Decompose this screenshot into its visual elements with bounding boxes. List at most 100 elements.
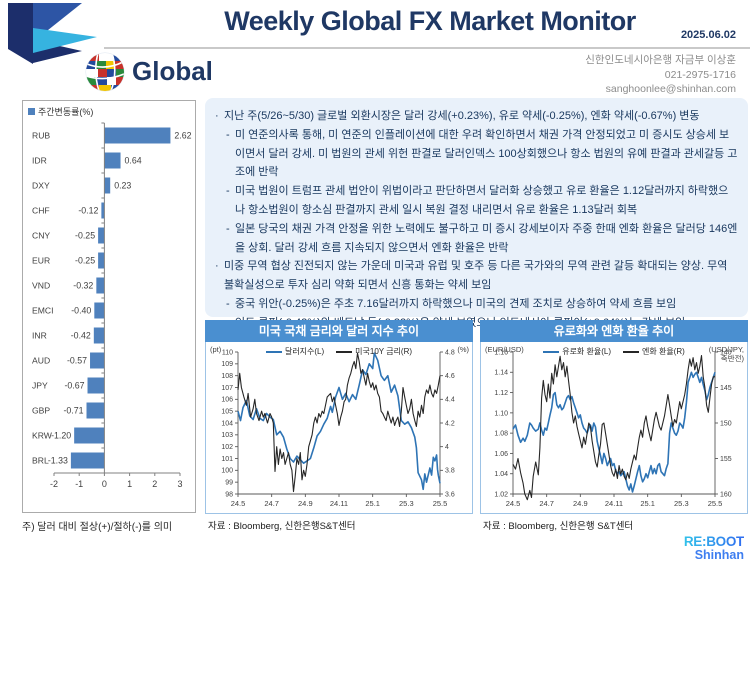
svg-text:-2: -2	[50, 479, 58, 489]
svg-text:101: 101	[221, 456, 233, 463]
right-axis-unit: (%)	[457, 345, 469, 354]
svg-text:3.6: 3.6	[445, 491, 455, 498]
svg-text:100: 100	[221, 468, 233, 475]
svg-text:104: 104	[221, 420, 233, 427]
svg-text:140: 140	[720, 349, 732, 356]
svg-text:0.23: 0.23	[114, 181, 131, 191]
svg-text:145: 145	[720, 385, 732, 392]
legend-line-swatch-icon	[543, 350, 560, 353]
weekly-change-bar-chart-panel: 주간변동률(%) RUB 2.62 IDR 0.64 DXY 0.23 CHF -0.12 CN…	[22, 100, 196, 513]
svg-text:EMCI: EMCI	[32, 306, 53, 316]
svg-text:JPY: JPY	[32, 381, 48, 391]
commentary-bullet: -미 연준의사록 통해, 미 연준의 인플레이션에 대한 우려 확인하면서 채권…	[226, 128, 738, 179]
svg-text:4.8: 4.8	[445, 349, 455, 356]
chart-body: (pt) (%) 달러지수(L) 미국10Y 금리(R) 98 99 100 101 1…	[205, 342, 473, 514]
svg-text:-0.32: -0.32	[73, 281, 93, 291]
svg-text:DXY: DXY	[32, 181, 50, 191]
svg-text:1.04: 1.04	[494, 471, 508, 478]
global-logo-text: Global	[132, 56, 213, 86]
svg-text:24.11: 24.11	[330, 499, 348, 508]
svg-text:IDR: IDR	[32, 156, 47, 166]
contact-email: sanghoonlee@shinhan.com	[605, 83, 736, 96]
svg-text:4.2: 4.2	[445, 420, 455, 427]
svg-text:GBP: GBP	[32, 406, 50, 416]
svg-text:1: 1	[127, 479, 132, 489]
left-axis-unit: (EUR/USD)	[485, 345, 524, 354]
svg-text:106: 106	[221, 397, 233, 404]
chart-source: 자료 : Bloomberg, 신한은행 S&T센터	[483, 521, 634, 532]
svg-text:1.02: 1.02	[494, 491, 508, 498]
bar-chart-legend-label: 주간변동률(%)	[38, 107, 94, 117]
svg-text:4.6: 4.6	[445, 373, 455, 380]
euro-yen-line-chart: 1.02 1.04 1.06 1.08 1.10 1.12 1.14 1.16 140 145 15…	[494, 349, 732, 508]
svg-text:24.5: 24.5	[231, 499, 246, 508]
svg-text:3: 3	[177, 479, 182, 489]
svg-text:24.7: 24.7	[539, 499, 554, 508]
us-rates-dollar-line-chart: 98 99 100 101 102 103 104 105 106 107 108 109 110 3.6…	[221, 349, 455, 508]
commentary-list: · 지난 주(5/26~5/30) 글로벌 외환시장은 달러 강세(+0.23%)…	[213, 107, 738, 333]
svg-text:24.9: 24.9	[573, 499, 588, 508]
svg-text:160: 160	[720, 491, 732, 498]
bar-chart-footnote: 주) 달러 대비 절상(+)/절하(-)를 의미	[22, 522, 173, 533]
commentary-bullet: - 미국 법원이 트럼프 관세 법안이 위법이라고 판단하면서 달러화 상승했고 …	[226, 185, 729, 216]
legend-swatch-icon	[28, 108, 35, 115]
chart-title: 유로화와 엔화 환율 추이	[480, 320, 748, 342]
commentary-bullet: - 일본 당국의 채권 가격 안정을 위한 노력에도 불구하고 미 증시 강세보이…	[226, 222, 738, 254]
svg-text:99: 99	[225, 480, 233, 487]
svg-text:RUB: RUB	[32, 131, 50, 141]
svg-text:4.4: 4.4	[445, 397, 455, 404]
svg-text:1.10: 1.10	[494, 410, 508, 417]
svg-text:3.8: 3.8	[445, 468, 455, 475]
svg-text:1.08: 1.08	[494, 431, 508, 438]
svg-text:24.11: 24.11	[605, 499, 623, 508]
svg-text:1.12: 1.12	[494, 390, 508, 397]
legend-line-swatch-icon	[265, 350, 282, 353]
svg-text:-0.67: -0.67	[64, 381, 84, 391]
svg-text:102: 102	[221, 444, 233, 451]
report-date: 2025.06.02	[680, 29, 736, 41]
right-axis-unit: (USD/JPY, 축반전)	[708, 345, 744, 363]
svg-text:110: 110	[222, 349, 233, 356]
svg-text:CNY: CNY	[32, 231, 50, 241]
commentary-bullet: - 중국 위안(-0.25%)은 주초 7.16달러까지 하락했으나 미국의 견제…	[226, 297, 677, 310]
svg-text:KRW: KRW	[32, 431, 53, 441]
legend-line-swatch-icon	[623, 350, 640, 353]
chart-source: 자료 : Bloomberg, 신한은행S&T센터	[208, 521, 356, 532]
svg-text:25.1: 25.1	[365, 499, 380, 508]
globe-flags-icon	[85, 52, 125, 92]
chart-body: (EUR/USD) (USD/JPY, 축반전) 유로화 환율(L) 엔화 환율…	[480, 342, 748, 514]
svg-text:0: 0	[102, 479, 107, 489]
svg-text:24.9: 24.9	[298, 499, 313, 508]
svg-text:VND: VND	[32, 281, 50, 291]
svg-text:-1.20: -1.20	[51, 431, 71, 441]
commentary-bullet: · 미중 무역 협상 진전되지 않는 가운데 미국과 유럽 및 호주 등 다른 국…	[215, 260, 728, 292]
svg-text:103: 103	[221, 432, 233, 439]
us-rates-dollar-chart-panel: 미국 국채 금리와 달러 지수 추이 (pt) (%) 달러지수(L) 미국10…	[205, 320, 473, 514]
contact-phone: 021-2975-1716	[664, 68, 736, 81]
svg-text:25.5: 25.5	[708, 499, 723, 508]
svg-text:105: 105	[221, 409, 233, 416]
chart-legend: 달러지수(L) 미국10Y 금리(R)	[206, 346, 472, 357]
svg-text:24.5: 24.5	[506, 499, 521, 508]
left-axis-unit: (pt)	[210, 345, 222, 354]
svg-text:25.5: 25.5	[433, 499, 448, 508]
contact-org: 신한인도네시아은행 자금부 이상훈	[585, 54, 736, 66]
svg-text:-0.71: -0.71	[63, 406, 83, 416]
svg-text:CHF: CHF	[32, 206, 50, 216]
corner-flag-decoration	[8, 3, 97, 64]
svg-text:0.64: 0.64	[125, 156, 142, 166]
header-divider	[104, 47, 750, 49]
svg-text:AUD: AUD	[32, 356, 50, 366]
svg-text:109: 109	[221, 361, 233, 368]
bar-chart-legend: 주간변동률(%)	[28, 104, 195, 119]
svg-text:2: 2	[152, 479, 157, 489]
svg-text:1.06: 1.06	[494, 451, 508, 458]
commentary-bullet: · 지난 주(5/26~5/30) 글로벌 외환시장은 달러 강세(+0.23%)…	[215, 110, 700, 122]
svg-text:-1: -1	[75, 479, 83, 489]
svg-text:-0.25: -0.25	[75, 256, 95, 266]
page-title: Weekly Global FX Market Monitor	[224, 6, 636, 36]
commentary-panel: · 지난 주(5/26~5/30) 글로벌 외환시장은 달러 강세(+0.23%)…	[205, 98, 748, 329]
svg-text:1.16: 1.16	[494, 349, 508, 356]
svg-text:1.14: 1.14	[494, 370, 508, 377]
